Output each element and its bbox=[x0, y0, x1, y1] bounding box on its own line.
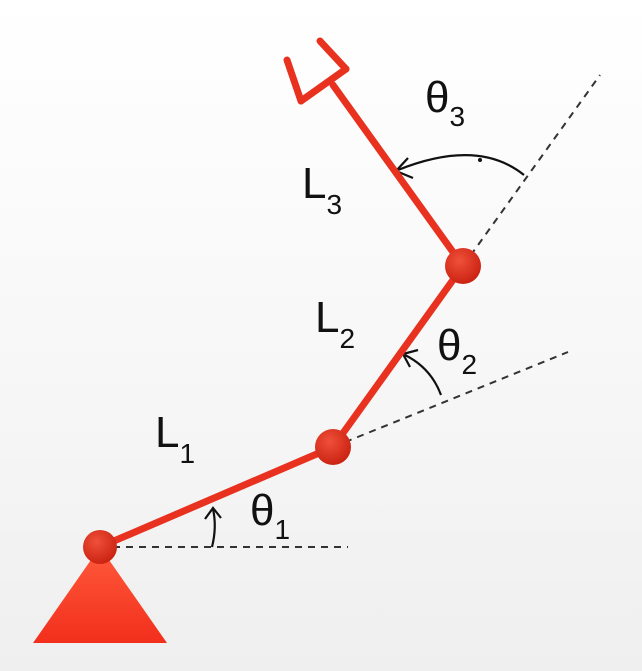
joints bbox=[83, 248, 481, 564]
link-1 bbox=[96, 443, 337, 551]
label-theta2: θ2 bbox=[437, 321, 477, 380]
theta1-arc bbox=[210, 508, 216, 548]
label-theta1: θ1 bbox=[250, 486, 290, 545]
angle-arcs bbox=[204, 154, 525, 548]
label-l3: L3 bbox=[302, 159, 342, 220]
label-theta3: θ3 bbox=[425, 73, 465, 132]
arc-dot bbox=[478, 158, 482, 162]
link-3 bbox=[329, 81, 467, 270]
theta3-reference-line bbox=[462, 74, 601, 267]
arm-links bbox=[96, 81, 467, 551]
triangle-base-icon bbox=[33, 547, 167, 643]
joint-2 bbox=[445, 248, 481, 284]
theta2-arc bbox=[404, 354, 443, 396]
joint-base bbox=[83, 530, 117, 564]
theta1-arrowhead bbox=[204, 506, 222, 520]
theta3-arc bbox=[397, 154, 525, 176]
reference-lines bbox=[100, 74, 601, 548]
label-l1: L1 bbox=[155, 408, 195, 469]
theta2-reference-line bbox=[332, 351, 569, 448]
link-2 bbox=[329, 262, 467, 451]
label-l2: L2 bbox=[315, 293, 355, 354]
joint-1 bbox=[315, 429, 351, 465]
gripper-icon bbox=[283, 37, 350, 105]
